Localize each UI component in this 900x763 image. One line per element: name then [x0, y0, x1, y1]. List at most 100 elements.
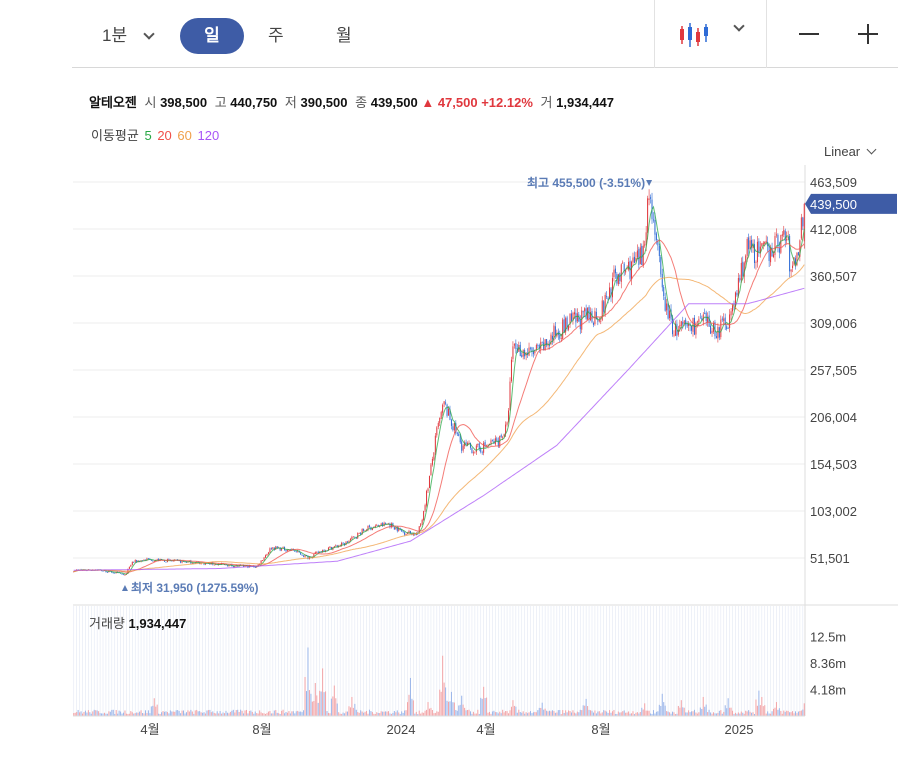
candlestick-type-icon[interactable]	[678, 20, 714, 50]
candle-body	[269, 548, 271, 553]
high-label: 고	[214, 95, 227, 110]
open-value: 398,500	[160, 95, 208, 110]
volume-bar	[156, 704, 158, 716]
volume-bar	[743, 713, 745, 716]
candle-body	[607, 297, 609, 300]
ma120-period: 120	[197, 128, 220, 143]
volume-bar	[710, 712, 712, 716]
volume-bar	[371, 712, 373, 716]
candle-body	[582, 311, 584, 313]
volume-bar	[333, 685, 335, 716]
moving-average-legend[interactable]: 이동평균 5 20 60 120	[89, 125, 219, 144]
volume-bar	[420, 713, 422, 716]
volume-bar	[399, 713, 401, 716]
candle-body	[234, 565, 236, 568]
candle-body	[307, 555, 309, 560]
volume-label: 거	[540, 95, 553, 110]
candle-body	[597, 320, 599, 322]
zoom-in-icon[interactable]	[858, 24, 878, 44]
volume-bar	[628, 711, 630, 716]
candle-body	[163, 559, 166, 562]
candle-body	[474, 452, 476, 454]
volume-bar	[222, 712, 224, 716]
volume-bar	[614, 714, 616, 716]
candle-body	[770, 247, 772, 263]
volume-bar	[525, 712, 527, 716]
volume-bar	[633, 714, 635, 716]
volume-bar	[121, 713, 123, 716]
candle-body	[777, 234, 779, 247]
candle-body	[771, 247, 773, 257]
volume-bar	[598, 711, 600, 716]
candle-body	[272, 547, 274, 549]
volume-bar	[493, 710, 495, 716]
volume-bar	[418, 710, 420, 716]
volume-bar	[345, 711, 347, 716]
volume-bar	[508, 713, 510, 716]
volume-bar	[316, 695, 318, 716]
candle-body	[710, 325, 712, 334]
timeframe-day-button[interactable]: 일	[180, 18, 244, 54]
volume-bar	[407, 702, 409, 716]
volume-bar	[298, 711, 300, 716]
candle-body	[774, 236, 776, 255]
volume-bar	[502, 709, 504, 716]
volume-tick-label: 4.18m	[810, 682, 846, 697]
zoom-out-icon[interactable]	[799, 33, 819, 35]
volume-bar	[477, 709, 479, 716]
volume-bar	[108, 711, 110, 716]
timeframe-month-button[interactable]: 월	[336, 26, 352, 45]
volume-bar	[185, 712, 187, 716]
candle-body	[742, 261, 744, 277]
candle-body	[734, 292, 736, 309]
candle-body	[131, 561, 133, 565]
volume-bar	[456, 710, 458, 716]
candle-body	[572, 313, 574, 321]
candle-body	[341, 542, 343, 546]
volume-bar	[262, 713, 264, 716]
candle-body	[445, 402, 447, 404]
timeframe-week-button[interactable]: 주	[268, 26, 284, 45]
candle-body	[509, 381, 511, 411]
volume-bar	[285, 711, 287, 716]
volume-bar	[636, 712, 638, 716]
volume-bar	[528, 712, 530, 716]
volume-bar	[404, 710, 406, 716]
candle-body	[130, 565, 132, 567]
candle-body	[639, 247, 641, 264]
volume-bar	[496, 712, 498, 716]
candle-body	[244, 565, 246, 567]
volume-bar	[292, 711, 294, 716]
volume-bar	[446, 700, 448, 716]
volume-bar	[724, 705, 726, 716]
volume-value: 1,934,447	[556, 95, 614, 110]
candle-body	[281, 548, 283, 551]
volume-bar	[354, 703, 356, 716]
volume-bar	[177, 710, 179, 716]
candle-body	[481, 452, 483, 454]
volume-bar	[210, 712, 212, 716]
volume-bar	[386, 711, 388, 716]
volume-bar	[209, 709, 211, 716]
volume-bar	[515, 706, 517, 716]
volume-bar	[301, 712, 303, 716]
volume-bar	[247, 713, 249, 716]
volume-bar	[771, 711, 773, 716]
volume-bar	[178, 711, 180, 716]
volume-bar	[77, 709, 79, 716]
candle-body	[670, 309, 672, 320]
volume-bar	[448, 701, 450, 716]
volume-bar	[294, 713, 296, 716]
candle-body	[313, 554, 315, 557]
volume-bar	[534, 711, 536, 716]
volume-bar	[784, 711, 786, 716]
candle-body	[521, 355, 523, 357]
scale-dropdown[interactable]: Linear	[824, 144, 877, 159]
candle-body	[156, 559, 158, 561]
timeframe-minute-dropdown[interactable]: 1분	[102, 18, 155, 54]
volume-bar	[505, 711, 507, 716]
volume-bar	[357, 712, 359, 716]
volume-bar	[218, 713, 220, 716]
candle-body	[471, 447, 473, 454]
